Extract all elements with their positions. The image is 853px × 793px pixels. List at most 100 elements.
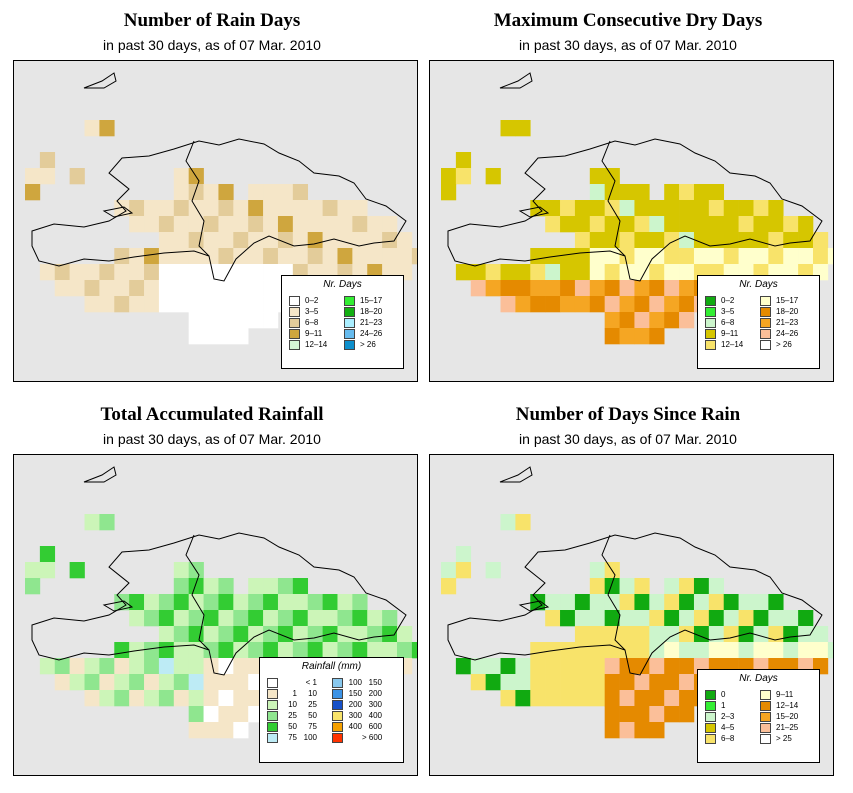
grid-cell xyxy=(158,610,175,627)
grid-cell xyxy=(500,120,516,137)
grid-cell xyxy=(114,248,130,265)
grid-cell xyxy=(679,248,695,265)
grid-cell xyxy=(738,200,754,217)
grid-cell xyxy=(783,626,799,643)
grid-cell xyxy=(664,184,680,201)
grid-cell xyxy=(352,594,368,611)
grid-cell xyxy=(218,642,234,659)
gonave-island-outline xyxy=(518,206,550,218)
grid-cell xyxy=(470,658,486,675)
grid-cell xyxy=(144,200,160,217)
grid-cell xyxy=(723,610,739,627)
grid-cell xyxy=(248,578,264,595)
grid-cell xyxy=(649,296,665,313)
grid-cell xyxy=(798,216,814,233)
grid-cell xyxy=(233,594,249,611)
grid-cell xyxy=(263,312,279,329)
grid-cell xyxy=(827,642,833,659)
grid-cell xyxy=(664,296,680,313)
grid-cell xyxy=(218,216,234,233)
grid-cell xyxy=(753,200,769,217)
grid-cell xyxy=(322,200,338,217)
grid-cell xyxy=(218,690,234,707)
grid-cell xyxy=(188,610,204,627)
legend-swatch xyxy=(705,690,716,700)
grid-cell xyxy=(218,248,234,265)
grid-cell xyxy=(679,200,695,217)
grid-cell xyxy=(352,200,368,217)
grid-cell xyxy=(188,184,204,201)
grid-cell xyxy=(738,642,754,659)
legend-swatch xyxy=(705,318,716,328)
grid-cell xyxy=(634,248,650,265)
grid-cell xyxy=(188,674,204,691)
grid-cell xyxy=(664,264,680,281)
grid-cell xyxy=(69,264,85,281)
grid-cell xyxy=(560,296,576,313)
grid-cell xyxy=(649,232,665,249)
grid-cell xyxy=(188,658,204,675)
legend-label: > 600 xyxy=(362,733,383,742)
grid-cell xyxy=(188,328,204,345)
grid-cell xyxy=(158,674,175,691)
grid-cell xyxy=(530,200,546,217)
grid-cell xyxy=(233,722,249,739)
legend-label: 150 200 xyxy=(348,689,382,698)
legend-swatch xyxy=(344,340,355,350)
map-grid xyxy=(25,466,417,739)
grid-cell xyxy=(664,658,680,675)
grid-cell xyxy=(530,642,546,659)
grid-cell xyxy=(574,674,591,691)
grid-cell xyxy=(218,264,234,281)
grid-cell xyxy=(560,264,576,281)
grid-cell xyxy=(158,200,175,217)
grid-cell xyxy=(277,248,294,265)
grid-cell xyxy=(25,562,41,579)
grid-cell xyxy=(619,200,635,217)
grid-cell xyxy=(649,312,665,329)
grid-cell xyxy=(589,168,605,185)
grid-cell xyxy=(723,200,739,217)
grid-cell xyxy=(248,264,264,281)
grid-cell xyxy=(158,248,175,265)
grid-cell xyxy=(233,328,249,345)
grid-cell xyxy=(589,232,605,249)
grid-cell xyxy=(114,690,130,707)
grid-cell xyxy=(144,280,160,297)
grid-cell xyxy=(515,296,531,313)
grid-cell xyxy=(723,232,739,249)
legend-swatch xyxy=(760,723,771,733)
grid-cell xyxy=(367,642,383,659)
grid-cell xyxy=(723,626,739,643)
grid-cell xyxy=(203,312,219,329)
grid-cell xyxy=(545,280,561,297)
grid-cell xyxy=(218,312,234,329)
grid-cell xyxy=(129,216,145,233)
grid-cell xyxy=(99,658,115,675)
grid-cell xyxy=(233,690,249,707)
grid-cell xyxy=(604,706,620,723)
grid-cell xyxy=(263,216,279,233)
grid-cell xyxy=(218,232,234,249)
panel-subtitle: in past 30 days, as of 07 Mar. 2010 xyxy=(103,37,321,53)
grid-cell xyxy=(158,690,175,707)
grid-cell xyxy=(619,706,635,723)
grid-cell xyxy=(560,594,576,611)
grid-cell xyxy=(337,200,353,217)
grid-cell xyxy=(470,264,486,281)
grid-cell xyxy=(649,216,665,233)
grid-cell xyxy=(768,610,784,627)
legend-swatch xyxy=(760,712,771,722)
grid-cell xyxy=(560,280,576,297)
grid-cell xyxy=(664,690,680,707)
grid-cell xyxy=(203,658,219,675)
grid-cell xyxy=(723,216,739,233)
grid-cell xyxy=(263,594,279,611)
grid-cell xyxy=(203,216,219,233)
grid-cell xyxy=(798,610,814,627)
grid-cell xyxy=(84,658,100,675)
legend-swatch xyxy=(289,296,300,306)
grid-cell xyxy=(649,642,665,659)
grid-cell xyxy=(292,626,309,643)
grid-cell xyxy=(589,264,605,281)
